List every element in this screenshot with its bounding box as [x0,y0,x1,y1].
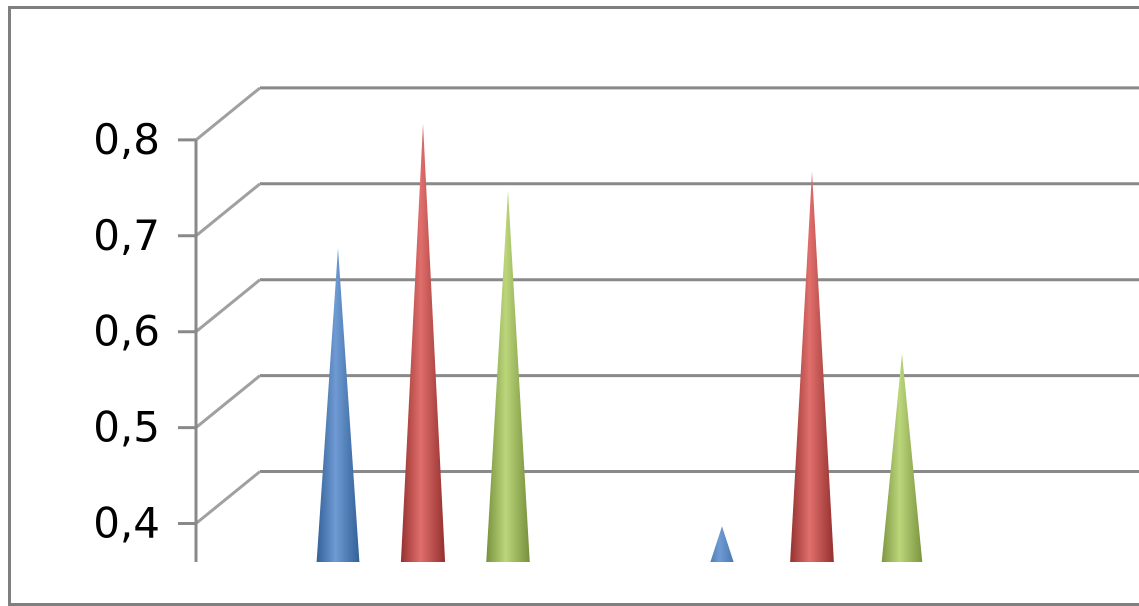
cones [316,123,923,562]
gridline-depth [195,182,261,237]
y-tick-label: 0,6 [93,307,160,356]
cone-chart: 0,4 0,5 0,6 0,7 0,8 [93,86,1139,562]
y-tick-label: 0,8 [93,115,160,164]
gridline-depth [195,374,261,429]
cone-bar [710,526,734,562]
y-tick-label: 0,4 [93,499,160,548]
y-axis: 0,4 0,5 0,6 0,7 0,8 [93,115,198,562]
gridline-depth [195,278,261,333]
gridline-depth [195,470,261,525]
gridline-depth [195,86,261,142]
y-tick-label: 0,5 [93,403,160,452]
y-tick-label: 0,7 [93,211,160,260]
cone-bar [400,123,446,562]
cone-bar [486,190,530,562]
gridlines [195,86,1139,525]
cone-bar [881,353,923,562]
cone-bar [316,248,360,562]
cone-bar [790,171,834,562]
